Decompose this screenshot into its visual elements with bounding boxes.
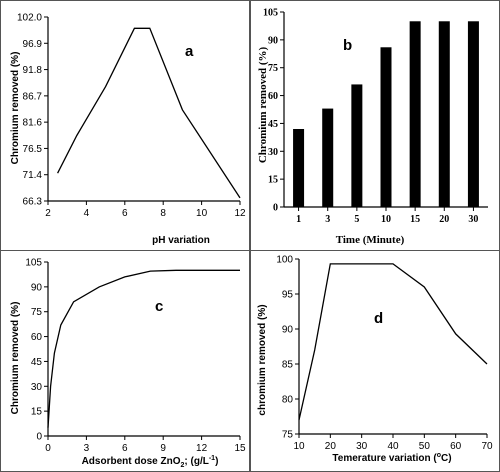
panel-d-y-tick-label: 85 [282, 360, 294, 371]
panel-d-xlabel-main: Temerature variation ( [332, 453, 437, 464]
panel-b-y-tick-label: 15 [268, 175, 278, 186]
panel-c-x-tick-label: 3 [84, 443, 90, 454]
panel-b-y-tick-label: 105 [263, 8, 278, 19]
panel-b-border [250, 0, 500, 251]
panel-b-bar [293, 129, 305, 207]
panel-d-y-tick-label: 100 [276, 255, 293, 266]
panel-b-x-tick-label: 20 [439, 214, 449, 225]
panel-b-bar [409, 21, 421, 207]
panel-a-series-line [57, 27, 241, 199]
panel-b-y-tick-label: 0 [273, 203, 278, 214]
panel-b-y-tick-label: 30 [268, 147, 278, 158]
panel-d-series-line [298, 263, 488, 421]
panel-d-ylabel: chromium removed (%) [257, 304, 268, 415]
panel-b-y-tick-label: 75 [268, 63, 278, 74]
panel-c-xlabel-sep: ; [184, 456, 190, 467]
panel-c-xlabel: Adsorbent dose ZnO2; (g/L-1) [82, 455, 219, 469]
panel-a-y-tick-label: 91.8 [23, 65, 43, 76]
panel-d-x-tick-label: 60 [450, 441, 462, 452]
panel-c-xlabel-unit: (g/L [191, 456, 209, 467]
panel-d-x-tick-label: 10 [293, 441, 305, 452]
panel-b-x-tick-label: 1 [296, 214, 301, 225]
panel-d-x-tick-label: 20 [325, 441, 337, 452]
panel-a-x-tick-label: 2 [45, 208, 51, 219]
panel-d-y-tick-label: 80 [282, 395, 294, 406]
panel-c-ylabel: Chromium removed (%) [10, 302, 21, 415]
panel-b-x-tick-label: 10 [381, 214, 391, 225]
panel-b-ylabel: Chromium removed (%) [257, 47, 269, 164]
panel-d-xlabel-close: C) [441, 453, 452, 464]
panel-c-x-tick-label: 6 [122, 443, 128, 454]
panel-c-x-tick-label: 0 [45, 443, 51, 454]
panel-c-y-tick-label: 105 [25, 258, 42, 269]
panel-b-x-tick-label: 15 [410, 214, 420, 225]
panel-d-x-tick-label: 70 [481, 441, 493, 452]
panel-a-y-tick-label: 81.6 [23, 118, 43, 129]
panel-a-y-tick-label: 96.9 [23, 39, 43, 50]
chart-panel-d: 75 80 85 90 95 100 10 20 30 40 50 60 70 d Temerature… [257, 255, 493, 465]
chart-panel-c: 0 15 30 45 60 75 90 105 0 3 6 9 12 15 c Adsorbent dos… [10, 258, 246, 470]
panel-d-xlabel: Temerature variation (oC) [332, 452, 451, 464]
panel-c-y-tick-label: 90 [31, 282, 43, 293]
panel-b-y-tick-label: 60 [268, 91, 278, 102]
panel-b-x-tick-label: 5 [354, 214, 359, 225]
panel-c-xlabel-close: ) [215, 456, 218, 467]
panel-c-letter: c [155, 298, 163, 315]
panel-b-x-tick-label: 30 [468, 214, 478, 225]
panel-b-bar [351, 84, 363, 207]
panel-c-y-tick-label: 30 [31, 382, 43, 393]
panel-d-y-tick-label: 75 [282, 430, 294, 441]
panel-a-x-tick-label: 8 [160, 208, 166, 219]
panel-a-y-tick-label: 71.4 [23, 170, 43, 181]
panel-b-letter: b [343, 37, 352, 54]
panel-c-x-tick-label: 12 [196, 443, 208, 454]
panel-b-bar [438, 21, 450, 207]
panel-c-y-tick-label: 0 [36, 432, 42, 443]
panel-d-x-tick-label: 50 [419, 441, 431, 452]
panel-a-y-tick-label: 76.5 [23, 144, 43, 155]
panel-a-y-tick-label: 66.3 [23, 197, 43, 208]
panel-d-x-tick-label: 40 [387, 441, 399, 452]
chart-panel-b: 0 15 30 45 60 75 90 105 1 3 5 10 15 20 30 b Time (Minu… [257, 8, 488, 246]
panel-b-x-tick-label: 3 [325, 214, 330, 225]
panel-c-y-tick-label: 15 [31, 407, 43, 418]
panel-a-x-tick-label: 4 [84, 208, 90, 219]
panel-c-series-line [47, 269, 240, 428]
panel-b-y-tick-label: 90 [268, 35, 278, 46]
panel-c-xlabel-sup: -1 [209, 455, 215, 462]
panel-b-bar [380, 47, 392, 208]
panel-c-x-tick-label: 15 [234, 443, 246, 454]
panel-a-xlabel: pH variation [152, 235, 210, 246]
panel-a-letter: a [185, 43, 194, 60]
chart-panel-a: 66.3 71.4 76.5 81.6 86.7 91.8 96.9 102.0 2 4 6 8 10 1… [10, 13, 246, 247]
panel-d-letter: d [374, 310, 383, 327]
panel-b-xlabel: Time (Minute) [336, 234, 405, 246]
panel-c-xlabel-main: Adsorbent dose ZnO [82, 456, 181, 467]
panel-a-ylabel: Chromium removed (%) [10, 52, 21, 165]
panel-c-xlabel-sub: 2 [180, 462, 184, 469]
panel-b-bar [467, 21, 479, 207]
panel-a-y-tick-label: 102.0 [17, 13, 42, 24]
panel-b-y-tick-label: 45 [268, 119, 278, 130]
panel-c-y-tick-label: 75 [31, 307, 43, 318]
panel-d-y-tick-label: 90 [282, 325, 294, 336]
panel-c-y-tick-label: 60 [31, 332, 43, 343]
panel-c-y-tick-label: 45 [31, 357, 43, 368]
panel-a-x-tick-label: 6 [122, 208, 128, 219]
panel-d-x-tick-label: 30 [356, 441, 368, 452]
panel-c-x-tick-label: 9 [160, 443, 166, 454]
panel-a-y-tick-label: 86.7 [23, 91, 43, 102]
panel-d-xlabel-sup: o [437, 452, 441, 459]
panel-a-x-tick-label: 10 [196, 208, 208, 219]
panel-b-bar [322, 108, 334, 207]
panel-a-x-tick-label: 12 [234, 208, 246, 219]
panel-d-y-tick-label: 95 [282, 290, 294, 301]
